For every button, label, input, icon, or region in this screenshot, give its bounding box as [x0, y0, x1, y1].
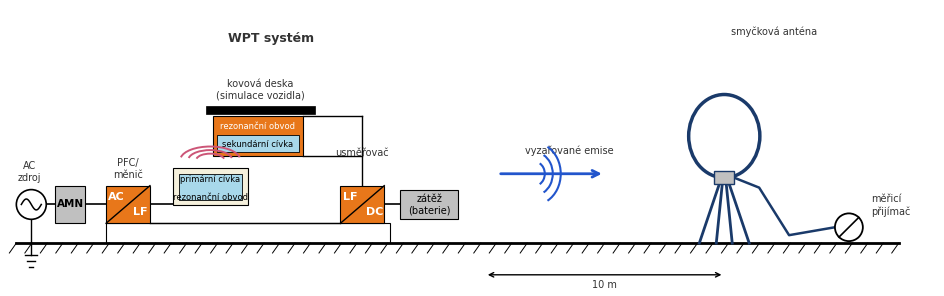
Text: primární cívka: primární cívka	[180, 175, 240, 184]
Bar	[206, 106, 315, 114]
Text: usměřovač: usměřovač	[335, 148, 389, 158]
Bar	[714, 171, 733, 184]
Text: rezonanční obvod: rezonanční obvod	[220, 122, 295, 131]
Text: rezonanční obvod: rezonanční obvod	[173, 193, 247, 202]
Text: 10 m: 10 m	[592, 280, 616, 290]
Bar	[340, 186, 384, 223]
Text: WPT systém: WPT systém	[228, 32, 313, 45]
Text: AC: AC	[108, 192, 125, 202]
Text: AMN: AMN	[57, 200, 84, 210]
Bar	[106, 223, 390, 243]
Bar	[178, 174, 242, 200]
Bar	[216, 135, 298, 152]
Bar	[55, 186, 85, 223]
Text: AC
zdroj: AC zdroj	[18, 161, 41, 183]
Circle shape	[834, 213, 862, 241]
Text: vyzařované emise: vyzařované emise	[525, 145, 614, 156]
Bar	[106, 186, 150, 223]
Bar	[212, 116, 302, 156]
Text: měřicí
přijímač: měřicí přijímač	[870, 194, 909, 217]
Text: smyčková anténa: smyčková anténa	[731, 27, 817, 37]
Bar	[173, 168, 247, 205]
Text: sekundární cívka: sekundární cívka	[222, 140, 293, 149]
Circle shape	[16, 190, 46, 219]
Text: zátěž
(baterie): zátěž (baterie)	[408, 194, 450, 215]
Text: DC: DC	[365, 207, 382, 217]
Text: LF: LF	[343, 192, 357, 202]
Text: kovová deska
(simulace vozidla): kovová deska (simulace vozidla)	[216, 79, 305, 100]
Bar	[400, 190, 458, 219]
Text: PFC/
měnič: PFC/ měnič	[113, 158, 143, 180]
Text: LF: LF	[132, 207, 147, 217]
